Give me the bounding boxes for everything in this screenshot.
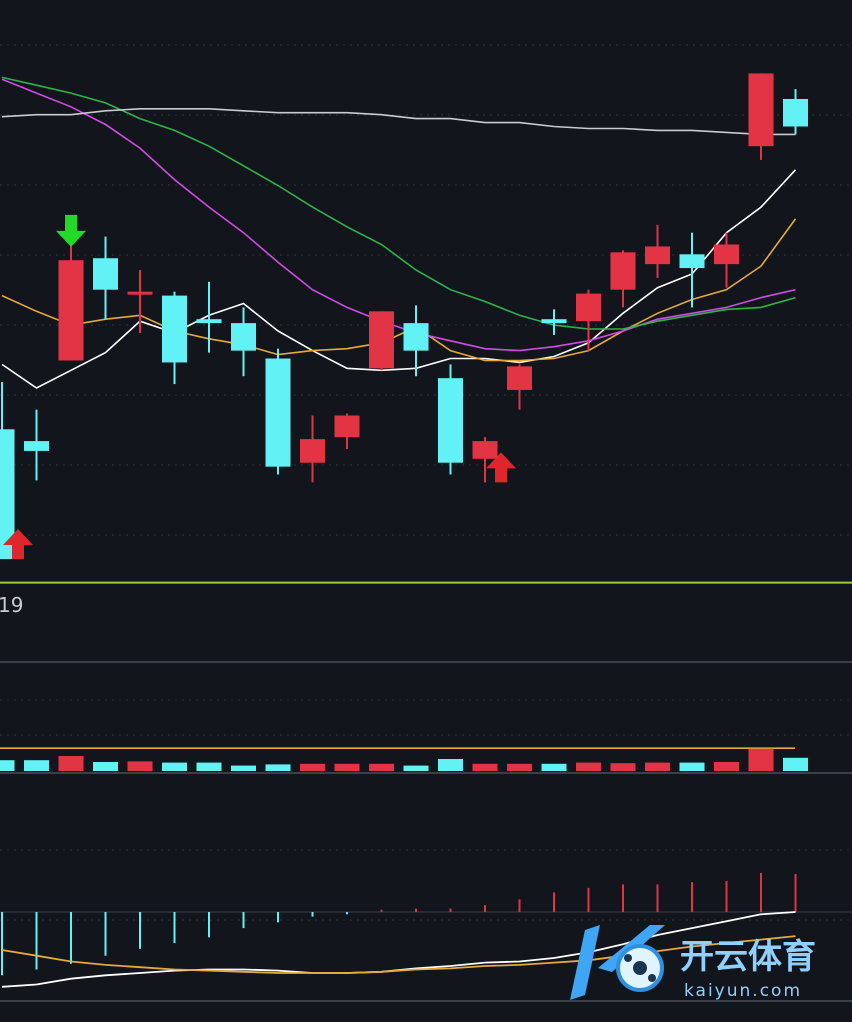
candle-body — [334, 415, 360, 438]
candle-body — [714, 244, 739, 265]
candle-body — [472, 441, 498, 459]
volume-bar — [438, 759, 463, 771]
volume-bar — [93, 762, 118, 771]
candle — [507, 364, 532, 410]
candle-body — [748, 73, 774, 147]
candle — [162, 291, 187, 385]
candle-body — [783, 98, 808, 127]
candle — [783, 89, 808, 135]
candle — [645, 224, 670, 278]
candle-body — [231, 323, 256, 351]
candle — [93, 236, 118, 320]
candle-body — [645, 246, 670, 265]
volume-bar — [748, 748, 774, 771]
candle-body — [127, 291, 153, 295]
volume-bar — [127, 761, 153, 771]
volume-bar — [679, 762, 705, 771]
candle-body — [265, 358, 291, 467]
candle — [438, 364, 463, 475]
volume-bar — [507, 763, 532, 771]
candle-body — [24, 441, 49, 451]
candle-body — [679, 254, 705, 269]
volume-bar — [196, 762, 222, 771]
buy-arrow-icon — [486, 452, 516, 483]
candle-body — [610, 252, 636, 290]
candle — [714, 232, 739, 288]
candle — [0, 382, 15, 560]
moving-average-line — [1, 108, 796, 136]
volume-bar — [265, 764, 291, 771]
volume-bar — [645, 762, 670, 771]
moving-average-line — [1, 169, 797, 389]
candle — [576, 289, 601, 351]
candle — [679, 232, 705, 308]
candle — [748, 73, 774, 160]
volume-bar — [162, 762, 187, 771]
moving-average-lines — [1, 76, 797, 389]
candle-body — [576, 293, 601, 322]
volume-bar — [300, 763, 325, 771]
candle — [24, 409, 49, 481]
candle — [472, 437, 498, 483]
volume-bar — [24, 760, 49, 771]
volume-bar — [783, 757, 808, 771]
volume-bar — [0, 760, 15, 771]
sell-arrow-icon — [56, 214, 86, 247]
candlestick-series — [0, 73, 808, 560]
candle-body — [403, 323, 429, 351]
candle — [610, 250, 636, 308]
watermark-chinese: 开云体育 — [680, 937, 816, 977]
volume-bar — [576, 762, 601, 771]
candle-body — [196, 319, 222, 324]
volume-bar — [403, 765, 429, 771]
kaiyun-logo-icon — [570, 925, 665, 1000]
buy-arrow-icon — [3, 529, 33, 560]
candle-body — [162, 295, 187, 363]
candle-body — [93, 258, 118, 290]
candle-body — [0, 429, 15, 560]
volume-bar — [231, 765, 256, 771]
moving-average-line — [1, 78, 796, 352]
candle-body — [541, 319, 567, 324]
volume-bar — [334, 763, 360, 771]
candle-body — [58, 260, 84, 361]
moving-average-line — [1, 76, 796, 330]
support-label: 19 — [0, 593, 23, 617]
volume-bar — [610, 763, 636, 771]
grid-lines — [0, 44, 852, 921]
candle-body — [438, 378, 463, 463]
candle — [334, 413, 360, 449]
volume-bar — [58, 756, 84, 771]
candle — [541, 309, 567, 335]
volume-bar — [472, 763, 498, 771]
indicator-pane — [0, 872, 852, 988]
candle — [265, 348, 291, 475]
candle-body — [507, 366, 532, 390]
candle — [127, 270, 153, 333]
volume-pane — [0, 747, 808, 771]
candle — [231, 307, 256, 377]
moving-average-line — [1, 218, 797, 362]
watermark: 开云体育 kaiyun.com — [570, 925, 816, 1001]
candle — [403, 305, 429, 377]
candle — [196, 281, 222, 353]
candle — [369, 311, 394, 371]
volume-bar — [541, 763, 567, 771]
volume-bar — [714, 762, 739, 771]
watermark-url: kaiyun.com — [684, 981, 802, 1001]
candle-body — [300, 439, 325, 463]
volume-bar — [369, 763, 394, 771]
signal-arrows — [3, 214, 516, 560]
candle — [300, 415, 325, 483]
candle-body — [369, 311, 394, 369]
indicator-line — [1, 935, 796, 974]
